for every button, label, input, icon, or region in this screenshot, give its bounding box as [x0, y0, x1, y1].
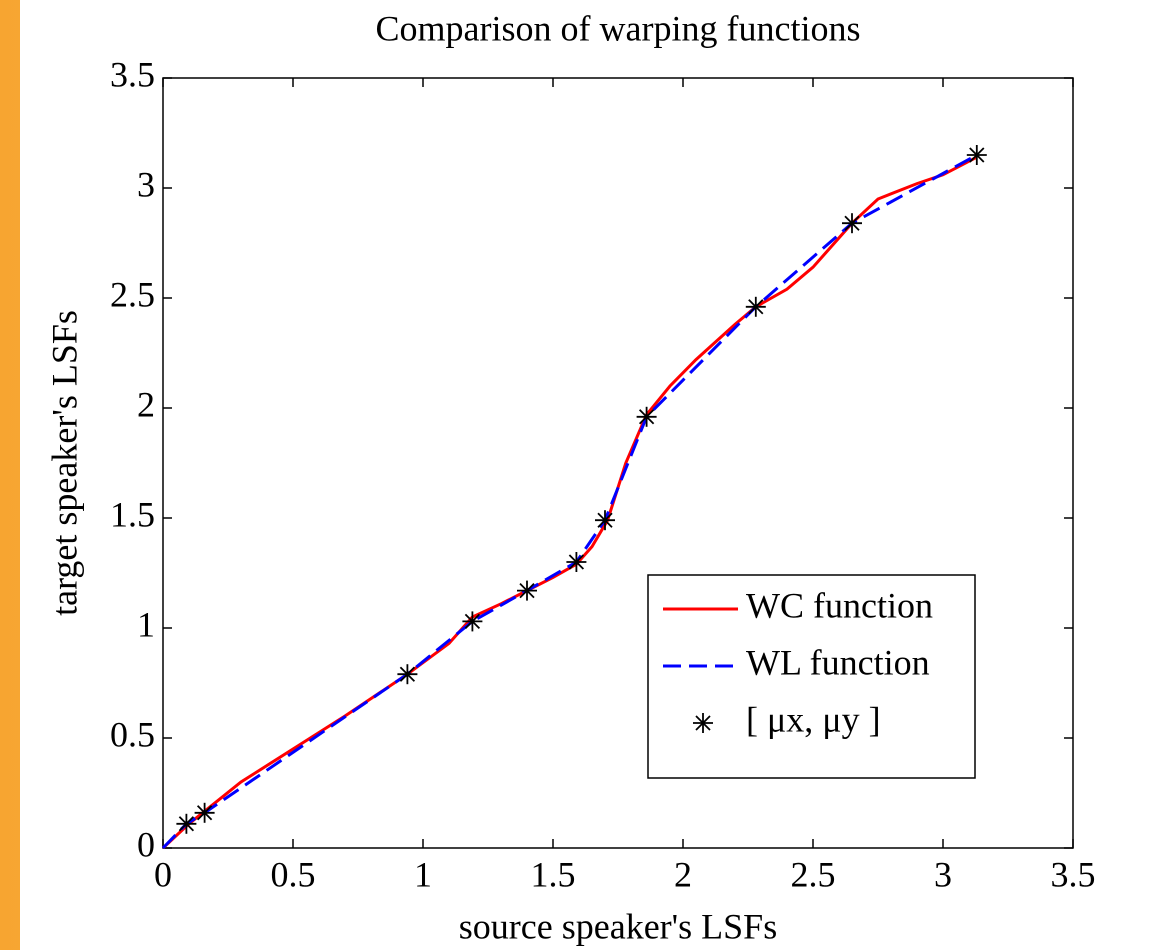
x-tick-label: 3 [934, 854, 952, 894]
star-marker [842, 213, 862, 234]
star-stroke [597, 512, 613, 528]
y-tick-label: 1.5 [110, 494, 155, 534]
y-tick-label: 2 [137, 384, 155, 424]
star-stroke [969, 147, 985, 163]
legend-label: [ μx, μy ] [746, 699, 881, 739]
star-marker [517, 580, 537, 601]
y-tick-label: 1 [137, 604, 155, 644]
star-marker [636, 406, 657, 427]
chart-title: Comparison of warping functions [376, 8, 861, 48]
star-stroke [399, 666, 416, 682]
star-marker [566, 552, 587, 572]
star-stroke [748, 299, 764, 315]
legend-label: WC function [746, 585, 933, 625]
star-stroke [178, 816, 195, 832]
star-marker [595, 510, 615, 531]
x-tick-label: 1.5 [531, 854, 576, 894]
star-marker [176, 813, 197, 834]
x-tick-label: 2.5 [791, 854, 836, 894]
y-tick-label: 0.5 [110, 714, 155, 754]
y-tick-label: 3 [137, 164, 155, 204]
legend: WC function WL function [ μx, μy ] [647, 574, 976, 779]
star-marker [397, 664, 418, 685]
x-tick-label: 0 [154, 854, 172, 894]
x-tick-label: 0.5 [271, 854, 316, 894]
star-stroke [844, 215, 860, 231]
star-marker [462, 611, 483, 632]
x-axis-label: source speaker's LSFs [459, 906, 777, 946]
star-marker [966, 145, 987, 165]
star-marker [745, 296, 766, 317]
y-tick-label: 0 [137, 824, 155, 864]
star-stroke [568, 554, 585, 570]
star-stroke [695, 715, 711, 731]
y-axis-label: target speaker's LSFs [44, 310, 84, 616]
x-tick-label: 2 [674, 854, 692, 894]
y-tick-label: 3.5 [110, 54, 155, 94]
star-stroke [196, 805, 213, 821]
star-marker [194, 802, 215, 823]
x-tick-label: 1 [414, 854, 432, 894]
data-line [161, 153, 978, 850]
y-tick-label: 2.5 [110, 274, 155, 314]
star-stroke [519, 582, 535, 599]
star-stroke [464, 613, 481, 630]
star-stroke [638, 409, 655, 425]
legend-label: WL function [746, 642, 930, 682]
x-tick-label: 3.5 [1051, 854, 1096, 894]
star-marker [693, 713, 713, 733]
